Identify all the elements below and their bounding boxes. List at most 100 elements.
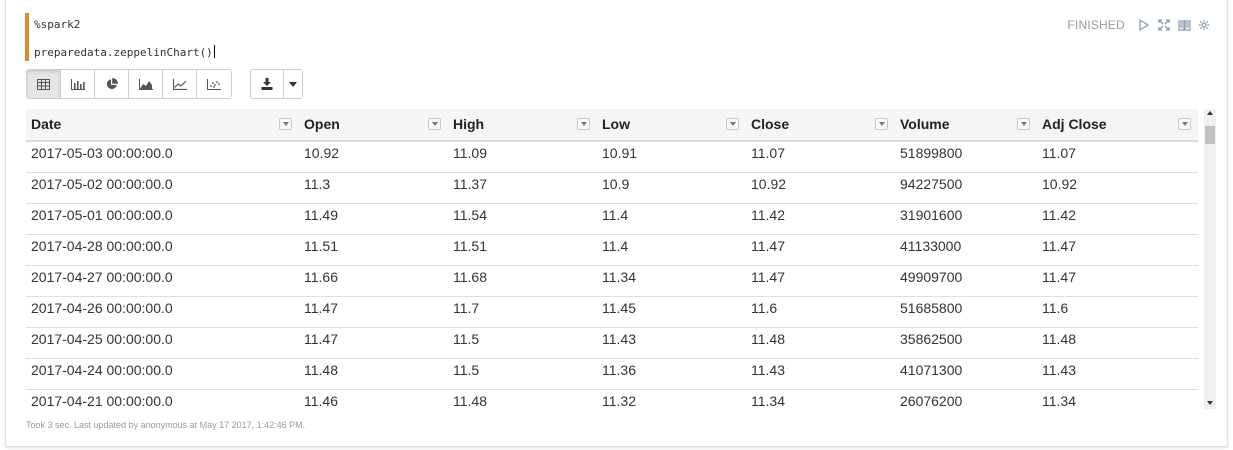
download-icon — [261, 78, 273, 90]
column-header-high[interactable]: High — [453, 116, 485, 132]
scrollbar-thumb[interactable] — [1205, 126, 1215, 144]
column-menu-button[interactable] — [726, 118, 739, 130]
cell-close: 11.34 — [751, 393, 785, 409]
scatter-chart-icon — [207, 78, 221, 90]
cell-high: 11.09 — [453, 145, 487, 161]
cell-high: 11.68 — [453, 269, 487, 285]
table-view-button[interactable] — [27, 70, 61, 98]
cell-low: 11.43 — [602, 331, 636, 347]
table-row[interactable]: 2017-04-28 00:00:00.0 11.51 11.51 11.4 11.47… — [26, 235, 1198, 266]
column-menu-button[interactable] — [428, 118, 441, 130]
cell-volume: 51899800 — [900, 145, 963, 161]
cell-low: 11.4 — [602, 207, 629, 223]
column-header-low[interactable]: Low — [602, 116, 630, 132]
status-label: FINISHED — [1067, 18, 1125, 32]
cell-open: 11.46 — [304, 393, 338, 409]
cell-adj-close: 11.42 — [1042, 207, 1076, 223]
table-icon — [37, 78, 50, 90]
cell-low: 11.32 — [602, 393, 636, 409]
vertical-scrollbar[interactable] — [1204, 109, 1216, 409]
column-header-volume[interactable]: Volume — [900, 116, 950, 132]
table-row[interactable]: 2017-04-25 00:00:00.0 11.47 11.5 11.43 11.48… — [26, 328, 1198, 359]
cell-volume: 41133000 — [900, 238, 962, 254]
cell-adj-close: 11.47 — [1042, 269, 1076, 285]
cell-adj-close: 11.34 — [1042, 393, 1076, 409]
book-icon[interactable] — [1177, 18, 1191, 32]
visualization-toolbar — [26, 69, 303, 99]
scroll-down-arrow[interactable] — [1207, 401, 1213, 405]
pie-chart-view-button[interactable] — [95, 70, 129, 98]
cell-date: 2017-05-01 00:00:00.0 — [31, 207, 173, 223]
table-row[interactable]: 2017-04-26 00:00:00.0 11.47 11.7 11.45 11.6 5… — [26, 297, 1198, 328]
column-header-adj-close[interactable]: Adj Close — [1042, 116, 1107, 132]
cell-date: 2017-04-24 00:00:00.0 — [31, 362, 173, 378]
table-header: Date Open High Low Close Volume Adj Clos… — [26, 109, 1198, 142]
code-editor[interactable]: %spark2 preparedata.zeppelinChart() — [25, 13, 525, 61]
column-menu-button[interactable] — [1017, 118, 1030, 130]
cell-high: 11.7 — [453, 300, 480, 316]
cell-open: 11.47 — [304, 331, 338, 347]
code-line-2-text[interactable]: preparedata.zeppelinChart() — [34, 46, 213, 59]
area-chart-view-button[interactable] — [129, 70, 163, 98]
cell-close: 11.47 — [751, 238, 785, 254]
cell-open: 11.49 — [304, 207, 338, 223]
cell-close: 11.42 — [751, 207, 785, 223]
caret-down-icon — [1020, 122, 1027, 126]
table-row[interactable]: 2017-05-02 00:00:00.0 11.3 11.37 10.9 10.92 9… — [26, 173, 1198, 204]
cell-open: 11.48 — [304, 362, 338, 378]
code-line-2[interactable]: preparedata.zeppelinChart() — [34, 45, 215, 59]
cell-date: 2017-04-27 00:00:00.0 — [31, 269, 173, 285]
cell-close: 11.43 — [751, 362, 785, 378]
column-menu-button[interactable] — [577, 118, 590, 130]
code-line-1[interactable]: %spark2 — [34, 18, 81, 31]
column-header-open[interactable]: Open — [304, 116, 340, 132]
line-chart-icon — [172, 78, 187, 90]
results-table: Date Open High Low Close Volume Adj Clos… — [26, 109, 1216, 409]
caret-down-icon — [1181, 122, 1188, 126]
bar-chart-icon — [70, 78, 85, 90]
table-row[interactable]: 2017-05-01 00:00:00.0 11.49 11.54 11.4 11.42… — [26, 204, 1198, 235]
cell-adj-close: 11.43 — [1042, 362, 1076, 378]
column-menu-button[interactable] — [875, 118, 888, 130]
area-chart-icon — [138, 78, 153, 90]
column-header-close[interactable]: Close — [751, 116, 790, 132]
cell-adj-close: 10.92 — [1042, 176, 1078, 192]
table-row[interactable]: 2017-04-24 00:00:00.0 11.48 11.5 11.36 11.43… — [26, 359, 1198, 390]
cell-high: 11.48 — [453, 393, 487, 409]
cell-high: 11.37 — [453, 176, 487, 192]
cell-volume: 35862500 — [900, 331, 963, 347]
download-button[interactable] — [251, 70, 284, 98]
column-header-date[interactable]: Date — [31, 116, 62, 132]
scroll-up-arrow[interactable] — [1207, 111, 1213, 115]
gear-icon[interactable] — [1197, 18, 1211, 32]
caret-down-icon — [580, 122, 587, 126]
download-options-dropdown[interactable] — [284, 70, 302, 98]
notebook-paragraph: %spark2 preparedata.zeppelinChart() FINI… — [5, 0, 1228, 447]
play-icon[interactable] — [1137, 18, 1151, 32]
cell-low: 10.91 — [602, 145, 638, 161]
cell-adj-close: 11.47 — [1042, 238, 1076, 254]
column-menu-button[interactable] — [279, 118, 292, 130]
cell-low: 11.4 — [602, 238, 629, 254]
pie-chart-icon — [106, 78, 118, 90]
table-row[interactable]: 2017-04-27 00:00:00.0 11.66 11.68 11.34 11.4… — [26, 266, 1198, 297]
caret-down-icon — [282, 122, 289, 126]
column-menu-button[interactable] — [1178, 118, 1191, 130]
cell-close: 11.48 — [751, 331, 785, 347]
scatter-chart-view-button[interactable] — [197, 70, 231, 98]
cell-open: 10.92 — [304, 145, 340, 161]
cell-date: 2017-04-25 00:00:00.0 — [31, 331, 173, 347]
cell-open: 11.66 — [304, 269, 338, 285]
cell-low: 11.36 — [602, 362, 636, 378]
table-row[interactable]: 2017-05-03 00:00:00.0 10.92 11.09 10.91 11.0… — [26, 142, 1198, 173]
line-chart-view-button[interactable] — [163, 70, 197, 98]
cell-date: 2017-05-03 00:00:00.0 — [31, 145, 173, 161]
table-row[interactable]: 2017-04-21 00:00:00.0 11.46 11.48 11.32 11.3… — [26, 390, 1198, 409]
caret-down-icon — [289, 81, 297, 87]
bar-chart-view-button[interactable] — [61, 70, 95, 98]
cell-open: 11.47 — [304, 300, 338, 316]
cell-adj-close: 11.07 — [1042, 145, 1076, 161]
cell-date: 2017-05-02 00:00:00.0 — [31, 176, 173, 192]
cell-volume: 31901600 — [900, 207, 963, 223]
expand-icon[interactable] — [1157, 18, 1171, 32]
